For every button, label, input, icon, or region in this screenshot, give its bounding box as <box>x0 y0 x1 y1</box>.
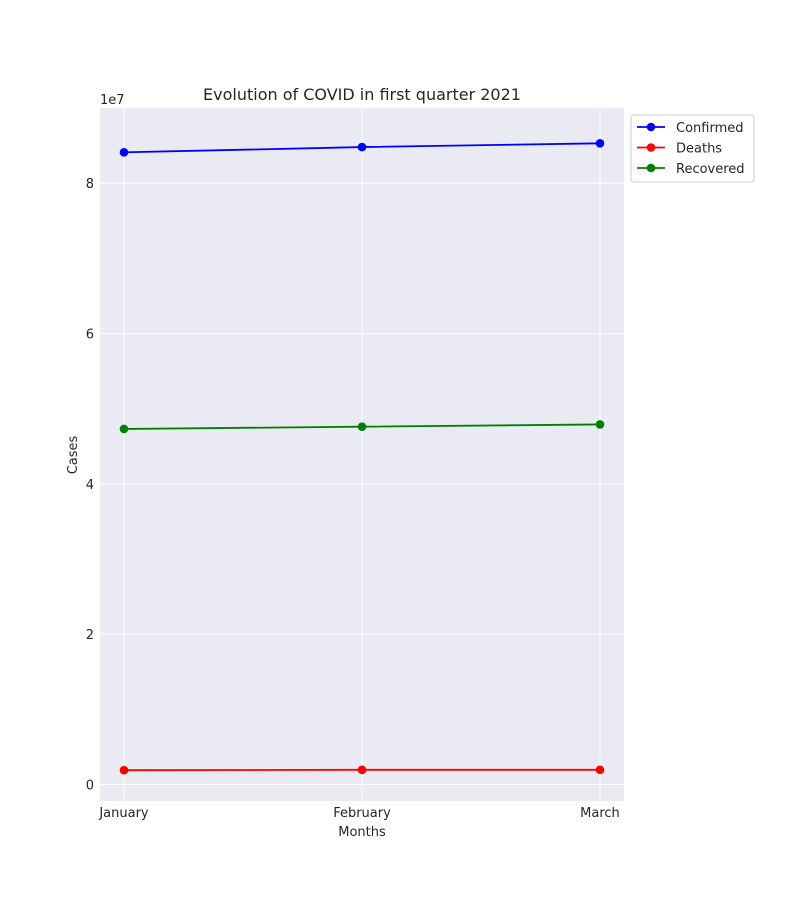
x-tick-label: January <box>98 806 149 821</box>
x-tick-label: March <box>580 806 620 821</box>
x-axis-label: Months <box>338 825 386 840</box>
y-tick-label: 6 <box>86 327 94 342</box>
legend-label: Confirmed <box>676 121 744 136</box>
x-tick-label: February <box>333 806 391 821</box>
legend: Confirmed Deaths Recovered <box>631 115 754 182</box>
data-point <box>120 148 129 157</box>
y-tick-label: 0 <box>86 778 94 793</box>
legend-label: Deaths <box>676 142 722 157</box>
data-point <box>358 143 367 152</box>
y-tick-label: 4 <box>86 478 94 493</box>
y-tick-label: 2 <box>86 628 94 643</box>
data-point <box>596 766 605 775</box>
legend-marker <box>647 164 656 173</box>
data-point <box>120 425 129 434</box>
data-point <box>358 766 367 775</box>
y-axis-label: Cases <box>66 435 81 474</box>
data-point <box>596 139 605 148</box>
chart-title: Evolution of COVID in first quarter 2021 <box>203 85 521 104</box>
legend-marker <box>647 123 656 132</box>
data-point <box>596 420 605 429</box>
y-tick-label: 8 <box>86 177 94 192</box>
legend-marker <box>647 143 656 152</box>
y-axis-offset-label: 1e7 <box>100 93 125 108</box>
data-point <box>120 766 129 775</box>
legend-label: Recovered <box>676 162 745 177</box>
data-point <box>358 422 367 431</box>
